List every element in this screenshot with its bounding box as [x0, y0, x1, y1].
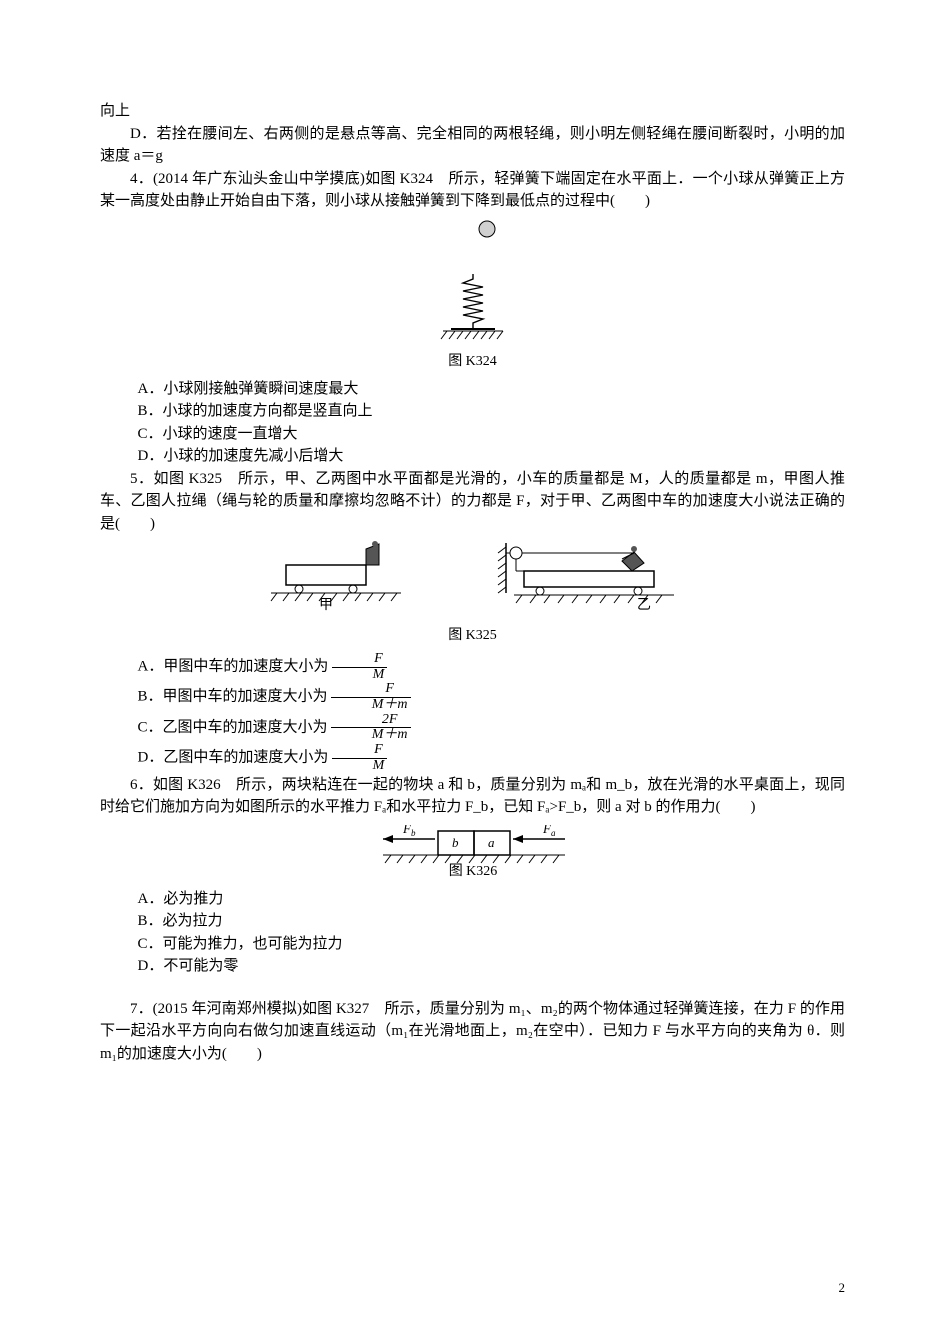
frac-num: F [331, 682, 410, 698]
svg-text:b: b [452, 835, 459, 850]
q4-b: B．小球的加速度方向都是竖直向上 [100, 400, 845, 423]
svg-text:甲: 甲 [319, 598, 333, 611]
frac-den: M＋m [331, 698, 410, 713]
svg-text:乙: 乙 [637, 597, 651, 611]
q4-d: D．小球的加速度先减小后增大 [100, 445, 845, 468]
q6-stem: 6．如图 K326 所示，两块粘连在一起的物块 a 和 b，质量分别为 mₐ和 … [100, 774, 845, 819]
q4-a: A．小球刚接触弹簧瞬间速度最大 [100, 378, 845, 401]
svg-text:图 K326: 图 K326 [448, 864, 497, 879]
frac-den: M＋m [331, 728, 410, 743]
intro-line: 向上 [100, 100, 845, 123]
fraction: 2F M＋m [331, 713, 410, 743]
q4-c: C．小球的速度一直增大 [100, 423, 845, 446]
fraction: F M [332, 652, 387, 682]
q5-d: D．乙图中车的加速度大小为 F M [100, 743, 845, 773]
frac-den: M [332, 759, 387, 774]
opt-d-prev: D．若拴在腰间左、右两侧的是悬点等高、完全相同的两根轻绳，则小明左侧轻绳在腰间断… [100, 123, 845, 168]
q4-figcap: 图 K324 [100, 351, 845, 372]
q5-stem: 5．如图 K325 所示，甲、乙两图中水平面都是光滑的，小车的质量都是 M，人的… [100, 468, 845, 536]
page: 向上 D．若拴在腰间左、右两侧的是悬点等高、完全相同的两根轻绳，则小明左侧轻绳在… [0, 0, 945, 1337]
frac-num: F [332, 652, 387, 668]
q6-b: B．必为拉力 [100, 910, 845, 933]
svg-text:a: a [488, 835, 495, 850]
svg-text:a: a [551, 828, 556, 838]
q6-c: C．可能为推力，也可能为拉力 [100, 933, 845, 956]
q5-c-text: C．乙图中车的加速度大小为 [138, 719, 328, 735]
q5-d-text: D．乙图中车的加速度大小为 [138, 750, 329, 766]
frac-num: 2F [331, 713, 410, 729]
figure-k326: F b b a F a 图 K326 [343, 825, 603, 880]
q5-a: A．甲图中车的加速度大小为 F M [100, 652, 845, 682]
q5-b: B．甲图中车的加速度大小为 F M＋m [100, 682, 845, 712]
q5-c: C．乙图中车的加速度大小为 2F M＋m [100, 713, 845, 743]
q4-stem: 4．(2014 年广东汕头金山中学摸底)如图 K324 所示，轻弹簧下端固定在水… [100, 168, 845, 213]
figure-k325: 甲 [100, 541, 845, 611]
q5-figcap: 图 K325 [100, 625, 845, 646]
figure-k324 [433, 219, 513, 349]
q5-b-text: B．甲图中车的加速度大小为 [138, 689, 328, 705]
q5-a-text: A．甲图中车的加速度大小为 [138, 659, 329, 675]
frac-den: M [332, 668, 387, 683]
page-number: 2 [839, 1278, 846, 1298]
q7-stem: 7．(2015 年河南郑州模拟)如图 K327 所示，质量分别为 m₁、m₂的两… [100, 998, 845, 1066]
frac-num: F [332, 743, 387, 759]
q6-a: A．必为推力 [100, 888, 845, 911]
fraction: F M＋m [331, 682, 410, 712]
fraction: F M [332, 743, 387, 773]
q6-d: D．不可能为零 [100, 955, 845, 978]
svg-text:b: b [411, 828, 416, 838]
